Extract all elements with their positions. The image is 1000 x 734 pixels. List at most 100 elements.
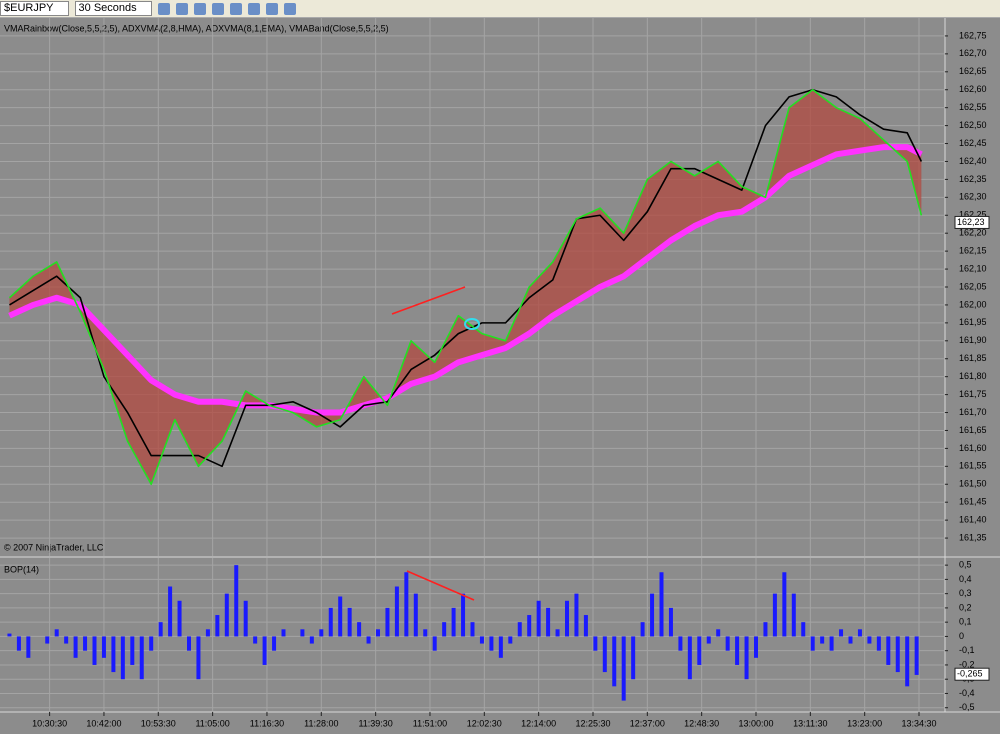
mark-layer [7,565,919,701]
tool-icon[interactable] [211,2,224,15]
tool-icon[interactable] [265,2,278,15]
bar [839,629,844,637]
bar [149,636,154,651]
bar [196,636,201,680]
bar [508,636,513,644]
y-tick-label: 161,35 [959,532,987,542]
bar [583,615,588,637]
bar [621,636,626,701]
bar [139,636,144,680]
bar [895,636,900,673]
y-tick-label: 162,40 [959,156,987,166]
tool-icon[interactable] [229,2,242,15]
bar [848,636,853,644]
bar [205,629,210,637]
bar [555,629,560,637]
x-tick-label: 10:30:30 [32,718,67,728]
x-tick-label: 13:23:00 [847,718,882,728]
instrument-select[interactable]: $EURJPY [0,1,69,16]
bar [158,622,163,637]
bar [498,636,503,658]
x-tick-label: 12:25:30 [575,718,610,728]
bar [92,636,97,665]
copyright: © 2007 NinjaTrader, LLC [4,542,104,552]
bar [309,636,314,644]
y-tick-label: 162,20 [959,228,987,238]
tool-icon[interactable] [175,2,188,15]
bar [772,593,777,637]
x-tick-label: 12:14:00 [521,718,556,728]
y-tick-label: 162,15 [959,246,987,256]
bar [725,636,730,651]
bar [536,600,541,637]
bar [668,607,673,637]
y-tick-label: 0,3 [959,588,972,598]
bar [385,607,390,637]
bar [111,636,116,673]
y-tick-label: 161,45 [959,497,987,507]
bar [706,636,711,644]
bar [527,615,532,637]
bar [253,636,258,644]
bar [394,586,399,637]
y-tick-label: 162,50 [959,120,987,130]
y-tick-label: 162,35 [959,174,987,184]
y-tick-label: 162,30 [959,192,987,202]
chart: VMARainbow(Close,5,5,2,5), ADXVMA(2,8,HM… [0,18,1000,734]
bar [73,636,78,658]
bar [16,636,21,651]
y-tick-label: 161,65 [959,425,987,435]
y-tick-label: 161,95 [959,317,987,327]
bar [640,622,645,637]
bar [130,636,135,665]
bar [905,636,910,687]
bar [574,593,579,637]
bar [187,636,191,651]
bar [876,636,881,651]
bar [319,629,324,637]
bar [215,615,220,637]
interval-select[interactable]: 30 Seconds [74,1,152,16]
bar [914,636,919,675]
y-tick-label: 161,50 [959,479,987,489]
bar [612,636,617,687]
bar [54,629,59,637]
bar [262,636,267,665]
bar [735,636,740,665]
bar [820,636,825,644]
bar [829,636,834,651]
y-tick-label: 161,70 [959,407,987,417]
x-tick-label: 10:53:30 [141,718,176,728]
last-value-box [954,215,990,229]
bar [810,636,815,651]
bar [45,636,50,644]
bar [886,636,891,665]
bar [489,636,494,651]
bar [281,629,286,637]
x-tick-label: 13:34:30 [901,718,936,728]
bar [83,636,88,651]
tool-icon[interactable] [247,2,260,15]
bar [168,586,173,637]
bar [423,629,428,637]
bar [857,629,862,637]
bar [744,636,749,680]
indicator-label: BOP(14) [4,564,39,574]
bar [338,596,343,637]
bar [366,636,371,644]
bar [716,629,721,637]
tool-icon[interactable] [283,2,296,15]
bar [177,600,182,637]
bar [357,622,362,637]
tool-icon[interactable] [193,2,206,15]
bar [442,622,447,637]
bar [432,636,437,651]
bar [347,607,352,637]
tool-icon[interactable] [157,2,170,15]
bar [413,593,418,637]
y-tick-label: 162,55 [959,102,987,112]
y-tick-label: 161,90 [959,335,987,345]
bar [461,593,466,637]
bar [272,636,277,651]
